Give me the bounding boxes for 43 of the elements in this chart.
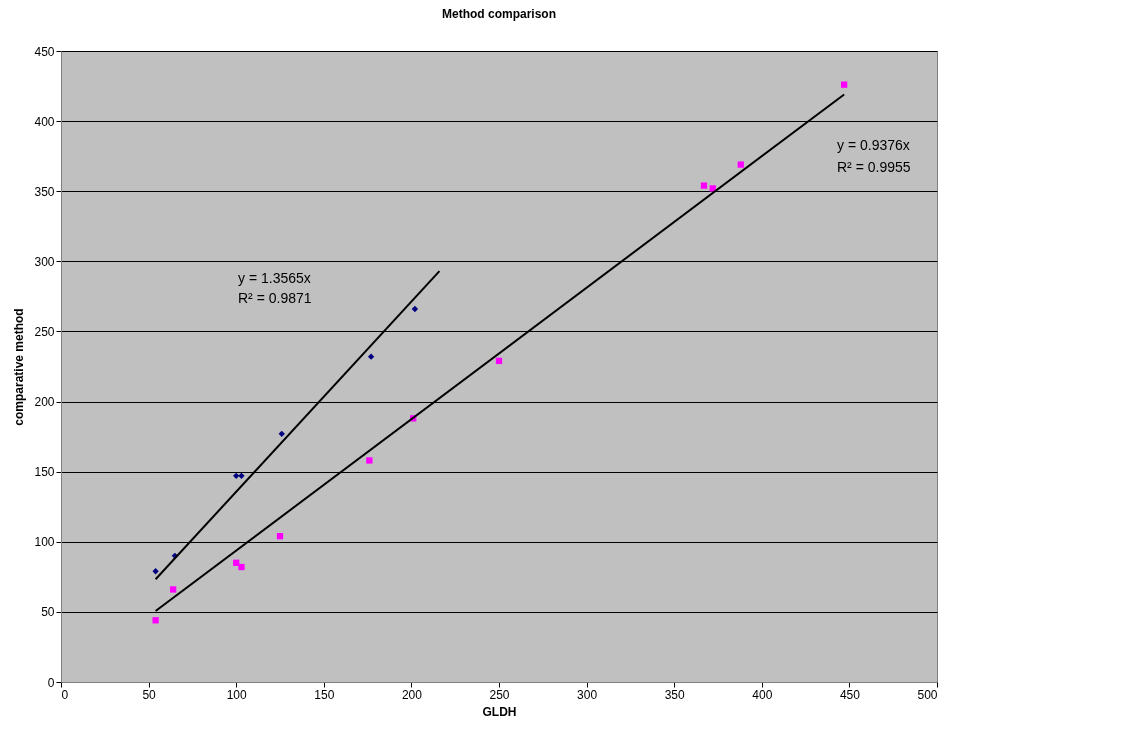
y-tick-label: 100 <box>34 535 55 550</box>
point <box>152 617 159 624</box>
point <box>737 161 744 168</box>
point <box>152 568 159 575</box>
point <box>238 563 245 571</box>
x-tick-label: 100 <box>226 687 248 702</box>
chart-title: Method comparison <box>441 7 557 21</box>
point <box>367 353 375 360</box>
y-tick-label: 250 <box>34 324 55 339</box>
point <box>233 472 240 480</box>
x-tick-label: 150 <box>314 687 335 702</box>
y-tick-label: 0 <box>47 675 55 690</box>
annotation: R² = 0.9871 <box>238 290 312 306</box>
x-tick-label: 0 <box>61 687 69 702</box>
point <box>840 81 848 88</box>
y-tick-label: 400 <box>34 114 55 129</box>
point <box>366 457 373 464</box>
y-tick-label: 300 <box>34 254 55 269</box>
x-tick-label: 200 <box>401 687 423 702</box>
x-tick-label: 500 <box>917 687 938 702</box>
x-tick-label: 50 <box>142 687 157 702</box>
y-tick-label: 450 <box>34 44 55 59</box>
y-tick-label: 350 <box>34 184 55 199</box>
point <box>238 472 245 480</box>
y-tick-label: 50 <box>41 605 55 620</box>
y-tick-label: 150 <box>34 465 55 480</box>
x-axis-title: GLDH <box>482 704 517 719</box>
point <box>495 357 503 365</box>
x-tick-label: 300 <box>577 687 598 702</box>
annotation: y = 1.3565x <box>238 270 311 286</box>
annotation: y = 0.9376x <box>837 137 910 153</box>
annotation: R² = 0.9955 <box>837 159 911 175</box>
point <box>278 430 285 437</box>
point <box>276 533 284 540</box>
y-tick-label: 200 <box>34 395 55 410</box>
x-tick-label: 450 <box>839 687 861 702</box>
point <box>700 182 708 189</box>
y-axis-title: comparative method <box>12 308 27 426</box>
x-tick-label: 400 <box>752 687 773 702</box>
x-tick-label: 350 <box>664 687 686 702</box>
point <box>411 305 419 313</box>
x-tick-label: 250 <box>489 687 510 702</box>
point <box>169 586 177 593</box>
